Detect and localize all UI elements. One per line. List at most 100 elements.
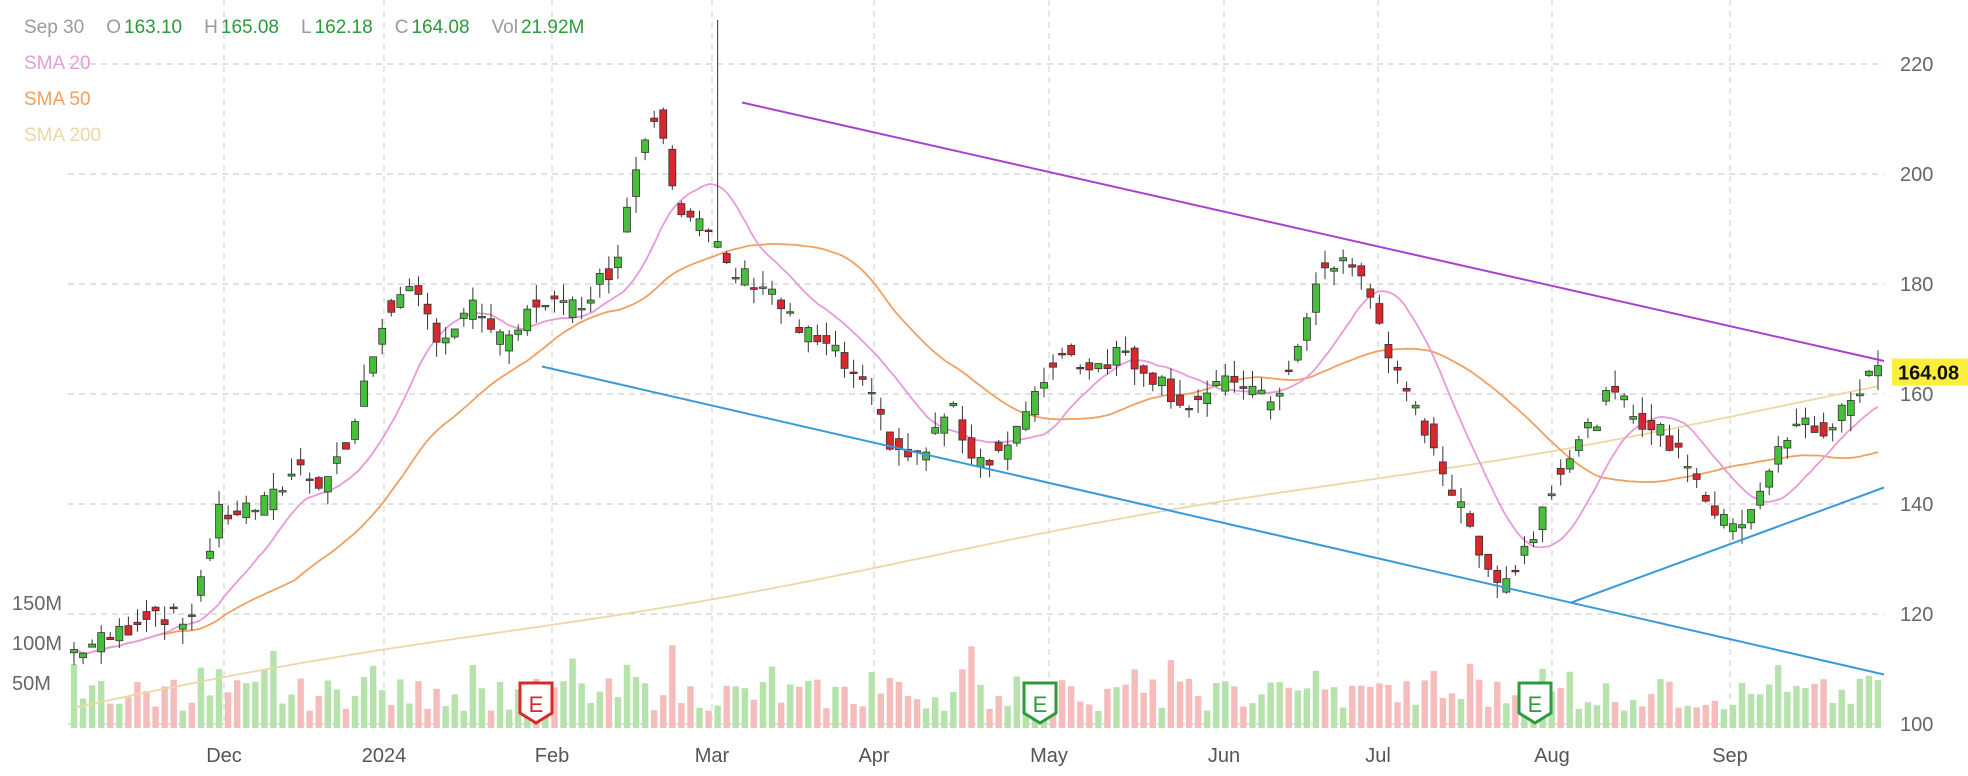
volume-bar <box>206 695 214 728</box>
volume-bar <box>469 664 477 728</box>
volume-bar <box>678 703 685 728</box>
candle-body <box>360 380 368 407</box>
candle-body <box>1230 375 1239 383</box>
volume-bar <box>1240 706 1247 728</box>
volume-bar <box>1448 693 1456 728</box>
volume-bar <box>1249 703 1256 728</box>
volume-bar <box>397 679 404 728</box>
volume-bar <box>1611 701 1619 728</box>
candle-body <box>423 303 432 315</box>
volume-bar <box>1095 710 1102 728</box>
volume-bar <box>805 680 812 728</box>
volume-bar <box>777 702 785 728</box>
upper-trendline <box>741 101 1885 362</box>
candle-body <box>1003 444 1012 460</box>
candle-body <box>958 419 967 441</box>
candle-body <box>704 229 713 232</box>
candle-body <box>614 256 622 269</box>
candle-body <box>1611 385 1620 393</box>
volume-bar <box>487 710 495 728</box>
volume-bar <box>995 695 1002 728</box>
volume-bar <box>1176 681 1184 728</box>
volume-bar <box>324 680 332 728</box>
volume-bar <box>379 690 386 728</box>
candle-body <box>1130 347 1139 370</box>
candle-body <box>1221 375 1230 392</box>
volume-bar <box>1303 688 1311 728</box>
volume-bar <box>1194 695 1202 728</box>
volume-bar <box>696 707 703 728</box>
legend-sma20[interactable]: SMA 20 <box>24 53 91 74</box>
legend-low: L 162.18 <box>301 17 373 38</box>
candle-body <box>541 304 550 308</box>
volume-bar <box>977 684 984 728</box>
candle-body <box>740 268 749 286</box>
legend-sma50[interactable]: SMA 50 <box>24 89 91 110</box>
candle-body <box>885 431 894 450</box>
volume-bar <box>351 696 359 728</box>
volume-bar <box>841 686 848 728</box>
candle-body <box>1167 378 1175 403</box>
volume-bar <box>1566 671 1573 728</box>
volume-bar <box>950 691 957 728</box>
volume-bar <box>1167 660 1175 728</box>
earnings-marker-beat[interactable]: E <box>1517 681 1553 725</box>
candle-body <box>1194 395 1203 401</box>
volume-bar <box>1367 686 1374 728</box>
candle-body <box>650 117 659 122</box>
candle-body <box>1837 404 1846 421</box>
candle-body <box>604 268 613 281</box>
volume-bar <box>1067 686 1075 728</box>
candle-body <box>532 299 541 308</box>
svg-text:E: E <box>1033 692 1048 717</box>
candle-body <box>976 457 985 467</box>
volume-bar <box>1122 684 1129 728</box>
volume-bar <box>70 664 78 728</box>
x-tick-label: Mar <box>695 745 730 767</box>
candle-body <box>169 606 178 609</box>
volume-bar <box>650 710 658 728</box>
volume-bar <box>823 708 830 728</box>
candle-body <box>1665 435 1674 451</box>
volume-bar <box>1086 704 1093 728</box>
volume-bar <box>1131 669 1138 728</box>
volume-bar <box>188 702 196 728</box>
earnings-marker-beat[interactable]: E <box>1022 681 1058 725</box>
candle-body <box>305 478 314 481</box>
volume-bar <box>596 691 603 728</box>
candle-body <box>441 337 450 344</box>
volume-bar <box>306 710 313 728</box>
svg-text:E: E <box>1528 692 1543 717</box>
candle-body <box>115 625 124 642</box>
candle-body <box>1874 365 1882 377</box>
volume-bar <box>605 678 613 728</box>
candle-body <box>1275 392 1284 397</box>
volume-bar <box>1838 689 1845 728</box>
volume-bar <box>505 709 513 728</box>
price-tick-label: 200 <box>1900 164 1933 186</box>
volume-bar <box>451 694 458 728</box>
candle-body <box>1049 362 1057 368</box>
earnings-marker-miss[interactable]: E <box>518 681 554 725</box>
candle-body <box>1429 423 1438 449</box>
volume-bar <box>814 679 821 728</box>
volume-bar <box>1421 680 1428 728</box>
legend-sma200[interactable]: SMA 200 <box>24 125 102 146</box>
volume-bar <box>786 684 794 728</box>
candle-body <box>1547 493 1556 497</box>
candle-body <box>1502 578 1511 593</box>
volume-bar <box>741 688 749 728</box>
volume-bar <box>1013 676 1020 728</box>
candle-body <box>822 335 831 344</box>
candle-body <box>813 335 822 343</box>
candle-body <box>278 490 287 493</box>
volume-bar <box>1802 687 1809 728</box>
candle-body <box>323 476 332 493</box>
candle-body <box>749 287 758 290</box>
volume-bar <box>1113 687 1120 728</box>
candle-body <box>1865 370 1873 376</box>
volume-bar <box>904 695 912 728</box>
candle-body <box>1185 408 1193 411</box>
volume-bar <box>932 697 939 728</box>
